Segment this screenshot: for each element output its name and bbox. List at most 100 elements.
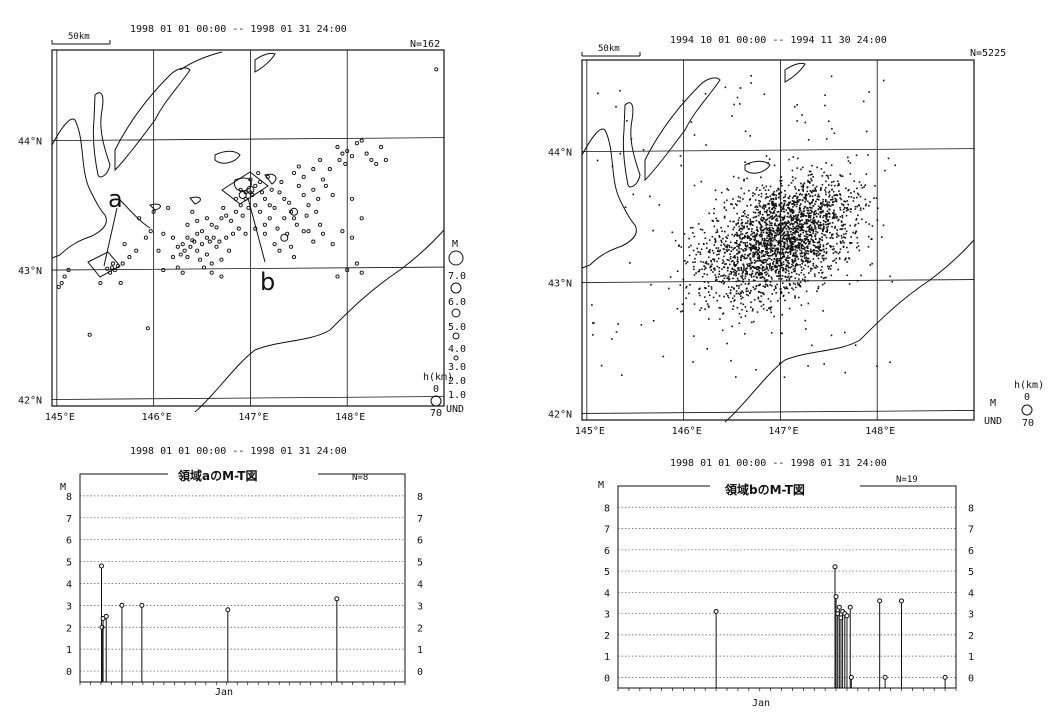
map-b-event-point [816, 223, 819, 225]
map-b-event-point [847, 208, 850, 211]
map-b-event-point [764, 197, 767, 200]
map-b-event-point [708, 294, 711, 297]
map-b-event-point [769, 231, 772, 233]
map-b-event-point [812, 244, 815, 246]
map-b-event-point [829, 213, 831, 215]
map-b-event-point [753, 259, 756, 262]
map-b-event-point [733, 268, 735, 271]
map-b-event-point [732, 271, 735, 273]
map-b-event-point [831, 181, 833, 183]
map-b-event-point [731, 115, 733, 117]
map-a-event-point [374, 161, 379, 166]
map-b-event-point [742, 242, 745, 244]
map-b-event-point [783, 208, 785, 210]
map-b-event-point [821, 257, 824, 260]
map-b-event-point [798, 273, 800, 276]
map-b-event-point [750, 289, 752, 292]
map-b-event-point [761, 245, 764, 247]
map-b-event-point [775, 215, 777, 217]
map-b-event-point [726, 342, 728, 345]
map-b-event-point [788, 272, 790, 275]
map-b-event-point [734, 233, 736, 236]
map-b-event-point [825, 216, 828, 219]
map-a-mag-7: 7.0 [448, 271, 466, 282]
map-b-event-point [819, 221, 822, 224]
map-b-event-point [791, 263, 793, 266]
map-b-event-point [783, 199, 785, 202]
map-b-event-point [629, 262, 631, 264]
map-b-event-point [770, 269, 773, 272]
mapB-y-tick: 43°N [548, 279, 572, 290]
map-b-event-point [832, 237, 834, 240]
map-b-event-point [835, 232, 838, 235]
map-b-event-point [794, 295, 796, 297]
map-b-event-point [764, 280, 767, 283]
map-b-event-point [738, 217, 741, 219]
map-b-event-point [755, 369, 757, 371]
map-b-event-point [825, 138, 828, 140]
map-b-event-point [748, 263, 750, 265]
map-b-event-point [756, 266, 759, 268]
mtB-event-point [836, 604, 842, 610]
map-b-event-point [765, 193, 768, 195]
map-b-event-point [766, 309, 768, 312]
map-b-event-point [838, 218, 840, 221]
map-b-event-point [811, 179, 813, 182]
map-b-event-point [775, 204, 777, 206]
map-b-event-point [786, 240, 788, 242]
map-a-event-point [238, 187, 243, 192]
map-b-event-point [752, 192, 754, 194]
map-b-event-point [774, 251, 776, 254]
map-b-event-point [789, 276, 792, 278]
map-b-event-point [770, 224, 773, 226]
map-b-event-point [760, 300, 762, 303]
map-b-event-point [854, 208, 857, 210]
map-b-event-point [783, 246, 786, 248]
map-b-event-point [780, 226, 783, 229]
map-a-event-point [304, 213, 309, 218]
map-b-event-point [816, 241, 819, 244]
map-b-event-point [750, 204, 752, 206]
map-b-event-point [753, 238, 755, 241]
map-b-event-point [810, 251, 812, 253]
map-b-event-point [758, 266, 761, 269]
map-b-event-point [794, 240, 796, 242]
map-b-event-point [777, 227, 780, 230]
map-b-event-point [758, 300, 761, 303]
map-b-event-point [780, 235, 783, 237]
map-b-event-point [727, 267, 729, 269]
map-b-event-point [746, 272, 748, 275]
map-b-event-point [731, 268, 734, 270]
map-b-event-point [794, 297, 796, 299]
map-b-event-point [750, 267, 752, 269]
map-b-event-point [800, 258, 803, 261]
map-b-event-point [778, 251, 780, 254]
map-b-event-point [817, 213, 820, 215]
map-b-event-point [810, 248, 812, 251]
map-a-event-point [258, 209, 263, 214]
map-b-event-point [825, 213, 827, 215]
map-b-event-point [831, 222, 834, 224]
map-b-event-point [801, 243, 803, 246]
map-b-event-point [835, 194, 837, 196]
map-b-event-point [783, 267, 785, 270]
map-b-event-point [759, 273, 762, 276]
map-b-event-point [749, 237, 751, 240]
map-b-event-point [804, 276, 806, 278]
map-b-event-point [769, 242, 771, 244]
map-b-event-point [788, 221, 791, 224]
map-b-event-point [815, 246, 818, 248]
map-a-event-point [175, 265, 180, 270]
map-b-event-point [840, 224, 843, 227]
map-b-event-point [720, 307, 722, 309]
map-a-depth-legend: h(km) 0 70 [423, 372, 453, 419]
map-a-event-point [148, 229, 153, 234]
map-b-event-point [741, 308, 743, 311]
map-b-event-point [783, 245, 786, 247]
map-b-event-point [789, 214, 792, 216]
map-a-event-point [248, 177, 253, 182]
map-b-event-point [799, 226, 802, 228]
map-b-event-point [731, 325, 733, 328]
map-b-event-point [822, 259, 825, 262]
map-b-event-point [829, 174, 832, 177]
